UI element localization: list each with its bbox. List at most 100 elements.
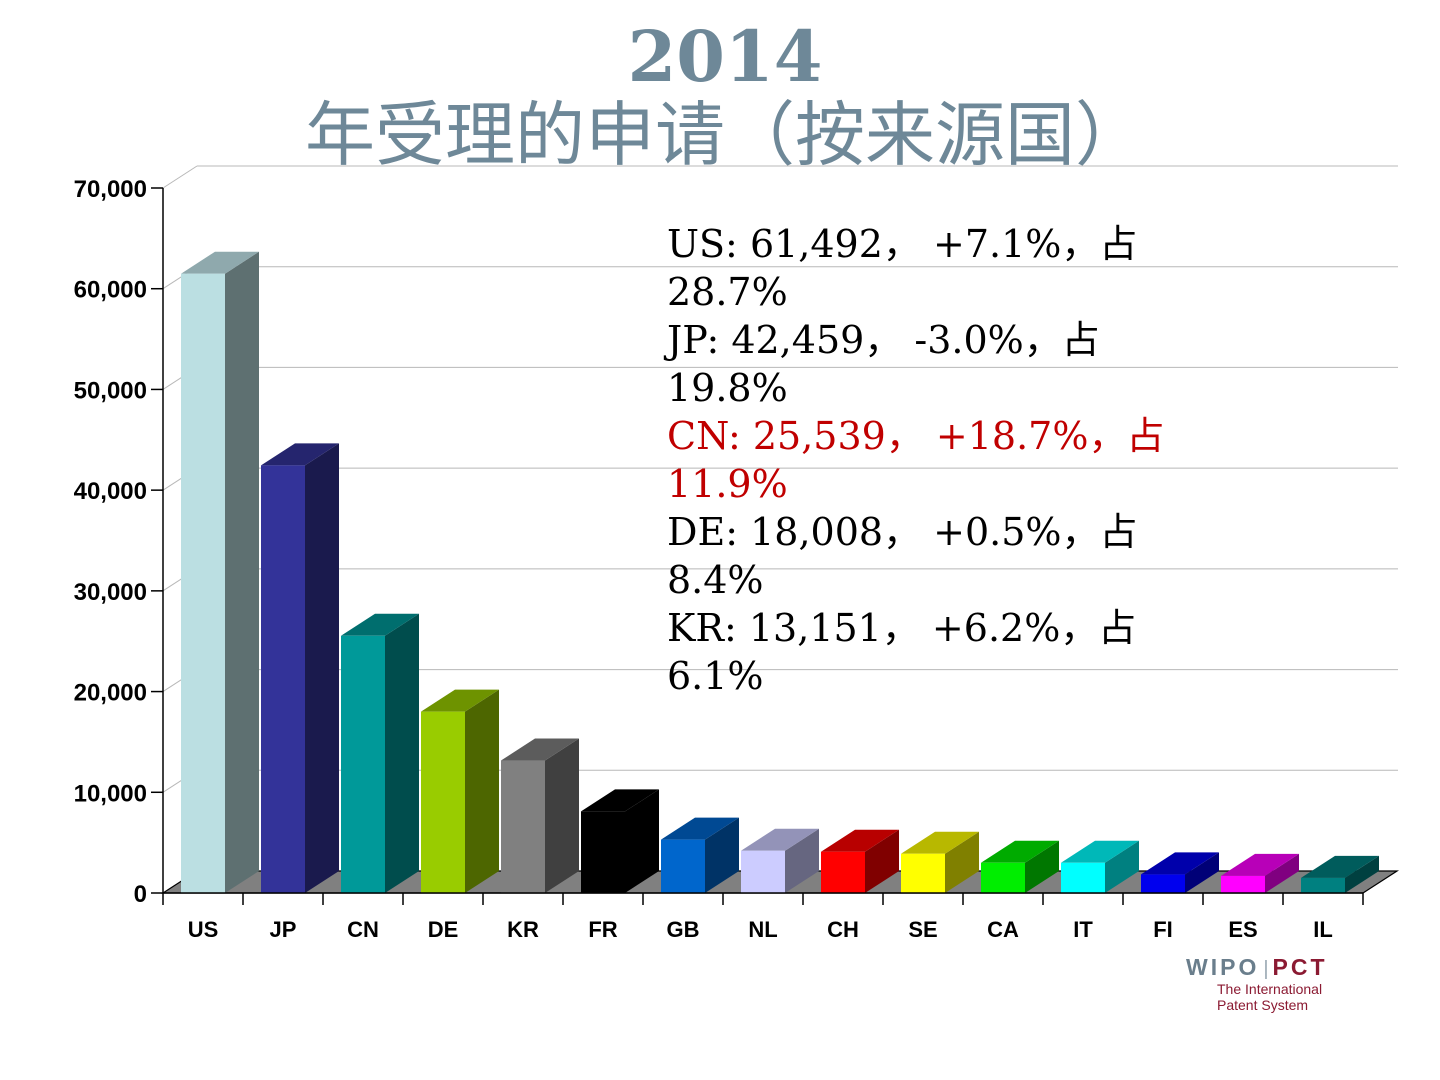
bar-side-FI: [1185, 852, 1219, 893]
bar-top-IT: [1061, 840, 1139, 863]
bar-front-SE: [901, 853, 945, 893]
bar-front-DE: [421, 711, 465, 893]
y-tick-label-5: 50,000: [74, 377, 147, 404]
annotation-0-line2: 28.7%: [667, 270, 788, 314]
bar-front-CN: [341, 635, 385, 893]
x-tick-label-IL: IL: [1313, 917, 1333, 942]
x-tick-label-CA: CA: [987, 917, 1019, 942]
annotation-1-line2: 19.8%: [667, 366, 788, 410]
annotation-4-line1: KR: 13,151， +6.2%，占: [667, 606, 1137, 650]
x-tick-label-ES: ES: [1228, 917, 1257, 942]
bar-top-ES: [1221, 853, 1299, 876]
annotation-1-line1: JP: 42,459， -3.0%，占: [667, 318, 1100, 362]
bar-side-CN: [385, 613, 419, 893]
bar-GB: [661, 817, 739, 893]
y-tick-label-7: 70,000: [74, 176, 147, 203]
bar-top-GB: [661, 817, 739, 840]
bar-side-CA: [1025, 840, 1059, 893]
bar-US: [181, 251, 259, 893]
bar-side-IT: [1105, 840, 1139, 893]
bar-side-IL: [1345, 855, 1379, 893]
y-tick-label-1: 10,000: [74, 780, 147, 807]
y-tick-label-3: 30,000: [74, 579, 147, 606]
x-tick-label-IT: IT: [1073, 917, 1093, 942]
bar-side-KR: [545, 738, 579, 893]
bar-front-JP: [261, 465, 305, 893]
grid-layer: [162, 165, 1398, 793]
y-tick-label-4: 40,000: [74, 478, 147, 505]
bar-NL: [741, 828, 819, 893]
bar-front-FR: [581, 811, 625, 893]
title-year: 2014: [627, 15, 823, 98]
bar-side-US: [225, 251, 259, 893]
bar-top-JP: [261, 443, 339, 466]
bar-CH: [821, 829, 899, 893]
y-tick-label-0: 0: [134, 881, 147, 908]
bar-top-SE: [901, 831, 979, 854]
bar-side-CH: [865, 829, 899, 893]
bar-ES: [1221, 853, 1299, 893]
bar-top-FR: [581, 789, 659, 812]
x-tick-label-FI: FI: [1153, 917, 1173, 942]
bar-side-ES: [1265, 853, 1299, 893]
annotation-block: US: 61,492， +7.1%，占 28.7% JP: 42,459， -3.0…: [667, 220, 1227, 700]
bar-top-US: [181, 251, 259, 274]
x-tick-label-SE: SE: [908, 917, 937, 942]
bar-top-CA: [981, 840, 1059, 863]
bar-IL: [1301, 855, 1379, 893]
bar-side-DE: [465, 689, 499, 893]
bar-KR: [501, 738, 579, 893]
bar-top-IL: [1301, 855, 1379, 878]
x-tick-label-JP: JP: [270, 917, 297, 942]
bar-side-FR: [625, 789, 659, 893]
bar-DE: [421, 689, 499, 893]
bar-FR: [581, 789, 659, 893]
bar-top-NL: [741, 828, 819, 851]
bar-front-CH: [821, 851, 865, 893]
x-tick-label-GB: GB: [667, 917, 700, 942]
bar-JP: [261, 443, 339, 893]
annotation-4-line2: 6.1%: [667, 654, 764, 698]
chart-title: 2014 年受理的申请（按来源国）: [200, 15, 1250, 176]
bar-front-ES: [1221, 875, 1265, 893]
bar-IT: [1061, 840, 1139, 893]
annotation-3-line1: DE: 18,008， +0.5%，占: [667, 510, 1138, 554]
bar-front-FI: [1141, 874, 1185, 893]
bar-side-JP: [305, 443, 339, 893]
bar-front-NL: [741, 850, 785, 893]
bar-top-KR: [501, 738, 579, 761]
bar-CN: [341, 613, 419, 893]
annotation-0-line1: US: 61,492， +7.1%，占: [667, 222, 1138, 266]
bar-front-CA: [981, 862, 1025, 893]
bar-FI: [1141, 852, 1219, 893]
x-tick-label-KR: KR: [507, 917, 539, 942]
bar-top-CN: [341, 613, 419, 636]
bar-side-NL: [785, 828, 819, 893]
x-tick-label-FR: FR: [588, 917, 617, 942]
bars-layer: [181, 251, 1379, 893]
bar-front-IL: [1301, 877, 1345, 893]
logo-separator: |: [1263, 958, 1269, 980]
axes-layer: 0 10,000 20,000 30,000 40,000 50,000 60,000 70,…: [74, 176, 1364, 942]
x-tick-label-NL: NL: [748, 917, 777, 942]
x-tick-label-CN: CN: [347, 917, 379, 942]
wipo-pct-logo: WIPO | PCT The International Patent System: [1186, 954, 1386, 1013]
title-text: 年受理的申请（按来源国）: [305, 94, 1145, 176]
y-tick-label-2: 20,000: [74, 680, 147, 707]
bar-front-US: [181, 273, 225, 893]
x-tick-label-CH: CH: [827, 917, 859, 942]
bar-side-GB: [705, 817, 739, 893]
annotation-2-line1: CN: 25,539， +18.7%，占: [667, 414, 1165, 458]
bar-CA: [981, 840, 1059, 893]
x-tick-label-DE: DE: [428, 917, 459, 942]
bar-side-SE: [945, 831, 979, 893]
bar-top-FI: [1141, 852, 1219, 875]
logo-tagline-2: Patent System: [1217, 997, 1309, 1013]
bar-front-IT: [1061, 862, 1105, 893]
gridline-diag-7: [162, 165, 198, 189]
bar-top-CH: [821, 829, 899, 852]
logo-pct: PCT: [1272, 954, 1328, 980]
annotation-3-line2: 8.4%: [667, 558, 764, 602]
bar-top-DE: [421, 689, 499, 712]
